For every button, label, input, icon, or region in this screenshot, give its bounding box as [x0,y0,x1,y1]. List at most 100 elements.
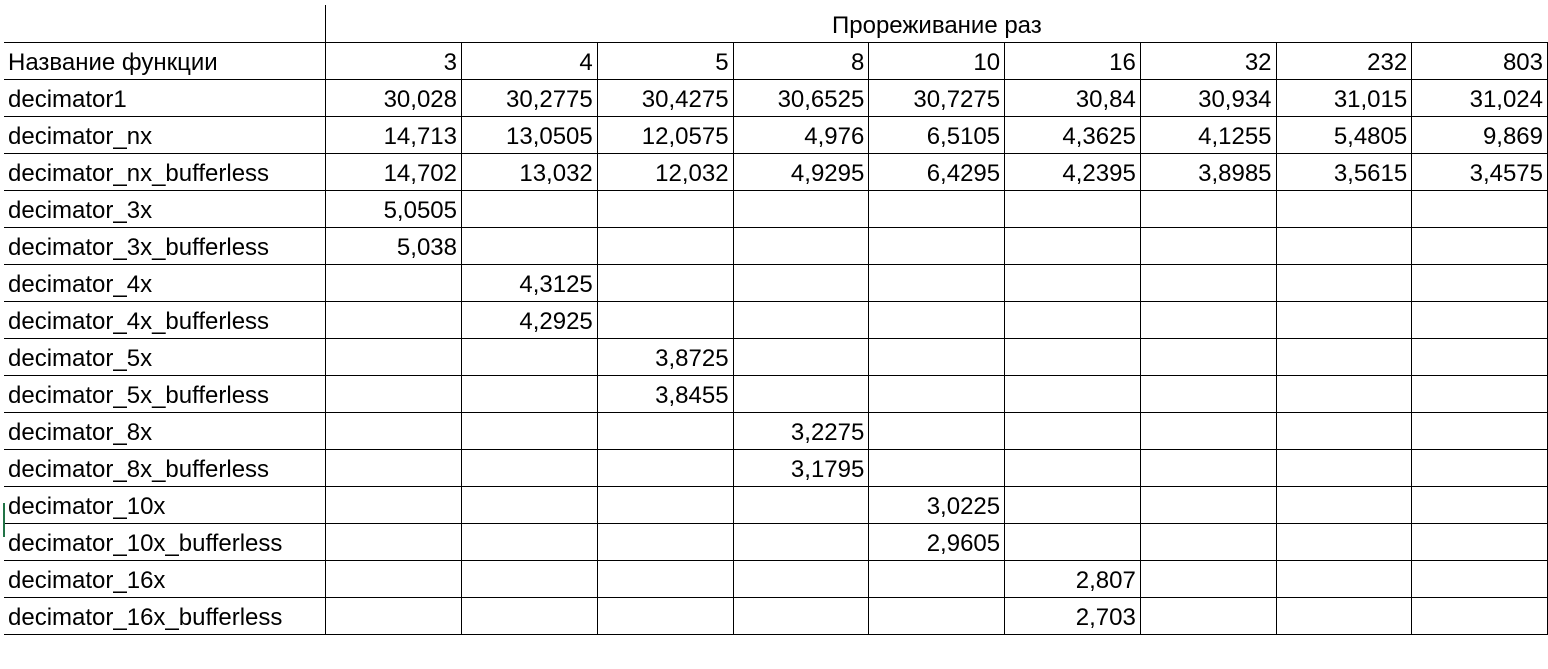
value-cell[interactable] [733,486,870,524]
value-cell[interactable] [1004,264,1141,302]
value-cell[interactable] [461,597,598,635]
value-cell[interactable] [325,486,462,524]
value-cell[interactable]: 30,4275 [597,79,734,117]
value-cell[interactable] [733,264,870,302]
value-cell[interactable] [597,449,734,487]
value-cell[interactable] [1140,449,1277,487]
cell-empty-corner[interactable] [4,5,327,43]
value-cell[interactable] [868,338,1006,376]
value-cell[interactable]: 4,3625 [1004,116,1141,154]
value-cell[interactable] [325,412,462,450]
value-cell[interactable]: 4,9295 [733,153,870,191]
value-cell[interactable] [597,301,734,339]
group-header-cell[interactable]: Прореживание раз [325,5,1548,43]
value-cell[interactable] [1276,375,1413,413]
value-cell[interactable] [733,227,870,265]
value-cell[interactable] [1140,301,1277,339]
value-cell[interactable] [733,301,870,339]
value-cell[interactable] [868,560,1006,598]
value-cell[interactable] [1140,264,1277,302]
value-cell[interactable]: 30,7275 [868,79,1006,117]
value-cell[interactable] [1276,338,1413,376]
value-cell[interactable] [868,301,1006,339]
function-name-cell[interactable]: decimator_8x_bufferless [4,449,327,487]
value-cell[interactable] [1140,375,1277,413]
function-name-cell[interactable]: decimator_5x_bufferless [4,375,327,413]
value-cell[interactable]: 12,0575 [597,116,734,154]
value-cell[interactable] [1411,227,1548,265]
value-cell[interactable] [461,449,598,487]
value-cell[interactable] [868,227,1006,265]
value-cell[interactable]: 31,015 [1276,79,1413,117]
value-cell[interactable]: 9,869 [1411,116,1548,154]
value-cell[interactable] [461,412,598,450]
value-cell[interactable] [868,597,1006,635]
value-cell[interactable] [325,523,462,561]
value-cell[interactable] [1276,449,1413,487]
value-cell[interactable] [1140,560,1277,598]
function-name-cell[interactable]: decimator_10x [4,486,327,524]
column-header-cell[interactable]: 3 [325,42,462,80]
value-cell[interactable] [325,338,462,376]
function-name-cell[interactable]: decimator_8x [4,412,327,450]
value-cell[interactable]: 3,0225 [868,486,1006,524]
column-header-cell[interactable]: 232 [1276,42,1413,80]
value-cell[interactable] [597,560,734,598]
value-cell[interactable]: 3,4575 [1411,153,1548,191]
value-cell[interactable] [1004,449,1141,487]
column-header-cell[interactable]: 16 [1004,42,1141,80]
value-cell[interactable] [597,412,734,450]
value-cell[interactable]: 13,032 [461,153,598,191]
column-header-cell[interactable]: 5 [597,42,734,80]
value-cell[interactable] [1276,227,1413,265]
value-cell[interactable] [1411,190,1548,228]
value-cell[interactable] [1004,486,1141,524]
function-name-cell[interactable]: decimator_nx_bufferless [4,153,327,191]
value-cell[interactable]: 6,4295 [868,153,1006,191]
value-cell[interactable] [1004,338,1141,376]
value-cell[interactable]: 3,8725 [597,338,734,376]
function-name-cell[interactable]: decimator_4x_bufferless [4,301,327,339]
value-cell[interactable] [325,449,462,487]
function-name-cell[interactable]: decimator_4x [4,264,327,302]
value-cell[interactable] [325,375,462,413]
value-cell[interactable] [1411,449,1548,487]
value-cell[interactable] [868,190,1006,228]
value-cell[interactable] [597,227,734,265]
value-cell[interactable]: 30,2775 [461,79,598,117]
value-cell[interactable] [1004,412,1141,450]
value-cell[interactable] [325,560,462,598]
value-cell[interactable] [733,560,870,598]
value-cell[interactable]: 2,9605 [868,523,1006,561]
value-cell[interactable]: 4,1255 [1140,116,1277,154]
value-cell[interactable]: 30,84 [1004,79,1141,117]
value-cell[interactable]: 3,1795 [733,449,870,487]
value-cell[interactable] [1276,190,1413,228]
value-cell[interactable] [597,597,734,635]
value-cell[interactable]: 5,038 [325,227,462,265]
value-cell[interactable] [1411,486,1548,524]
value-cell[interactable]: 4,2395 [1004,153,1141,191]
value-cell[interactable] [1276,523,1413,561]
value-cell[interactable] [461,486,598,524]
value-cell[interactable] [1004,227,1141,265]
value-cell[interactable]: 5,4805 [1276,116,1413,154]
value-cell[interactable] [868,449,1006,487]
value-cell[interactable] [1004,523,1141,561]
function-name-cell[interactable]: decimator_5x [4,338,327,376]
value-cell[interactable] [597,486,734,524]
column-header-cell[interactable]: 10 [868,42,1006,80]
column-header-cell[interactable]: 8 [733,42,870,80]
value-cell[interactable] [1140,523,1277,561]
value-cell[interactable] [733,190,870,228]
value-cell[interactable] [597,190,734,228]
value-cell[interactable]: 14,702 [325,153,462,191]
value-cell[interactable]: 4,3125 [461,264,598,302]
value-cell[interactable]: 14,713 [325,116,462,154]
value-cell[interactable] [1140,338,1277,376]
value-cell[interactable] [1276,301,1413,339]
value-cell[interactable]: 3,5615 [1276,153,1413,191]
value-cell[interactable] [325,597,462,635]
column-header-cell[interactable]: 803 [1411,42,1548,80]
function-name-cell[interactable]: decimator_16x_bufferless [4,597,327,635]
